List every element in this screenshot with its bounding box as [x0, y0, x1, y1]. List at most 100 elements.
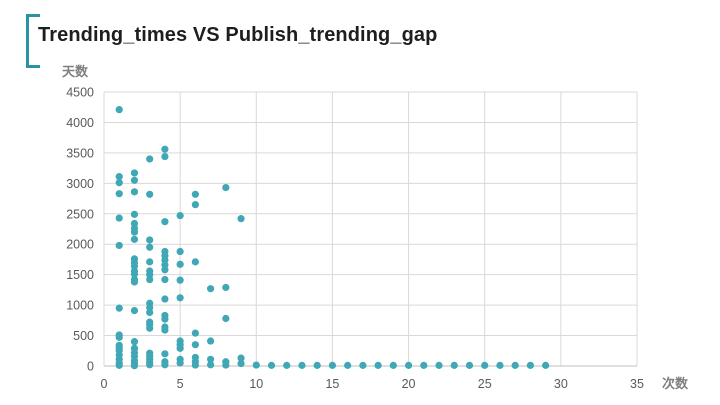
- y-tick-label: 2000: [66, 238, 94, 252]
- data-point: [130, 278, 139, 286]
- data-point: [161, 361, 169, 369]
- data-point: [130, 210, 139, 218]
- data-point: [146, 236, 154, 244]
- data-point: [146, 190, 154, 198]
- x-tick-label: 0: [101, 377, 108, 391]
- y-tick-label: 4000: [66, 116, 94, 130]
- data-point: [191, 329, 199, 337]
- data-point: [130, 235, 139, 243]
- data-point: [161, 350, 169, 358]
- data-point: [146, 361, 154, 369]
- y-tick-label: 1000: [66, 299, 94, 313]
- x-tick-label: 15: [325, 377, 339, 391]
- x-tick-label: 5: [177, 377, 184, 391]
- data-point: [511, 361, 519, 369]
- y-tick-label: 0: [87, 360, 94, 374]
- chart-title: Trending_times VS Publish_trending_gap: [38, 24, 438, 46]
- data-point: [176, 344, 184, 352]
- data-point: [146, 243, 154, 251]
- data-point: [130, 362, 139, 370]
- data-point: [176, 247, 184, 256]
- data-point: [130, 176, 139, 184]
- data-point: [176, 260, 184, 268]
- data-point: [237, 354, 245, 362]
- data-point: [328, 361, 337, 369]
- data-point: [465, 361, 474, 369]
- y-tick-label: 2500: [66, 207, 94, 221]
- data-point: [359, 361, 367, 369]
- data-point: [207, 337, 215, 345]
- data-point: [222, 283, 230, 292]
- data-point: [313, 361, 321, 369]
- data-point: [222, 314, 230, 323]
- axes: [103, 92, 637, 367]
- x-tick-label: 30: [554, 377, 568, 391]
- data-point: [191, 190, 199, 198]
- data-point: [191, 201, 199, 209]
- x-axis-title: 次数: [662, 376, 689, 392]
- data-point: [115, 173, 123, 181]
- data-point: [130, 188, 139, 196]
- data-point: [176, 359, 184, 367]
- data-point: [161, 295, 169, 303]
- data-point: [252, 361, 260, 369]
- data-point: [176, 276, 184, 284]
- data-point: [115, 333, 123, 341]
- data-point: [161, 326, 169, 334]
- data-points: [115, 106, 550, 370]
- data-point: [130, 270, 139, 278]
- grid-lines: [104, 91, 638, 366]
- data-point: [161, 218, 169, 226]
- data-point: [191, 258, 199, 266]
- data-point: [496, 361, 504, 369]
- data-point: [267, 361, 276, 369]
- data-point: [222, 183, 230, 192]
- x-tick-label: 10: [249, 377, 263, 391]
- data-point: [146, 155, 154, 163]
- x-tick-label: 35: [630, 377, 644, 391]
- data-point: [176, 294, 184, 302]
- data-point: [344, 361, 352, 369]
- data-point: [115, 214, 123, 222]
- y-tick-label: 3000: [66, 177, 94, 191]
- data-point: [146, 258, 154, 266]
- data-point: [207, 361, 215, 369]
- data-point: [176, 212, 184, 220]
- y-tick-label: 1500: [66, 268, 94, 282]
- data-point: [161, 145, 169, 153]
- data-point: [115, 106, 123, 114]
- data-point: [191, 341, 199, 349]
- data-point: [237, 215, 245, 223]
- data-point: [481, 361, 489, 369]
- data-point: [115, 361, 123, 369]
- data-point: [115, 179, 123, 187]
- data-point: [191, 361, 199, 369]
- data-point: [298, 361, 306, 369]
- data-point: [389, 361, 397, 369]
- x-tick-label: 25: [478, 377, 492, 391]
- x-tick-label: 20: [402, 377, 416, 391]
- data-point: [404, 361, 413, 369]
- title-bracket-decoration: [26, 14, 40, 68]
- data-point: [237, 359, 245, 368]
- y-axis-title: 天数: [62, 64, 89, 80]
- data-point: [207, 355, 215, 363]
- data-point: [542, 361, 550, 369]
- data-point: [435, 361, 443, 369]
- data-point: [130, 306, 139, 315]
- data-point: [222, 361, 230, 369]
- data-point: [374, 361, 382, 369]
- data-point: [115, 304, 123, 312]
- data-point: [526, 361, 535, 369]
- data-point: [420, 361, 428, 369]
- data-point: [146, 308, 154, 317]
- data-point: [146, 324, 154, 332]
- data-point: [115, 241, 123, 250]
- data-point: [450, 361, 458, 369]
- data-point: [207, 285, 215, 293]
- x-tick-labels: 0 5 10 15 20 25 30 35: [101, 377, 644, 391]
- data-point: [161, 266, 169, 274]
- data-point: [130, 228, 139, 236]
